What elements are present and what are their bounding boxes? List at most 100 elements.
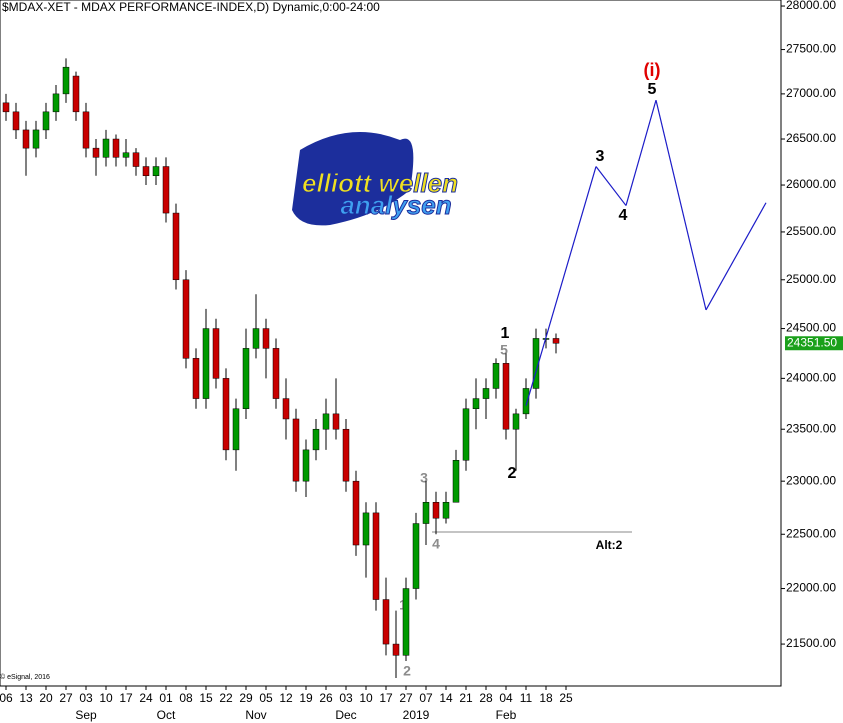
x-tick-label: 05: [259, 691, 273, 705]
candle-body: [112, 138, 120, 158]
x-tick-label: 11: [520, 691, 533, 705]
wave-label: 5: [500, 342, 508, 358]
x-tick-label: 01: [159, 691, 173, 705]
candle-body: [412, 523, 420, 589]
x-tick-label: 19: [299, 691, 313, 705]
logo-text: analysen: [340, 190, 451, 220]
x-tick-label: 08: [179, 691, 193, 705]
x-tick-label: 27: [59, 691, 73, 705]
x-tick-label: 27: [399, 691, 413, 705]
candle-body: [132, 152, 140, 167]
candle-body: [362, 512, 370, 546]
candle-body: [502, 363, 510, 430]
x-tick-label: 26: [319, 691, 333, 705]
candle-body: [252, 328, 260, 349]
candle-body: [522, 388, 530, 415]
candle-body: [442, 502, 450, 519]
candle-body: [222, 378, 230, 451]
last-value-box: [785, 336, 843, 351]
candle-body: [462, 408, 470, 461]
candle-body: [32, 129, 40, 149]
candle-body: [422, 502, 430, 524]
projection-segment: [705, 202, 767, 311]
month-label: Feb: [496, 708, 517, 722]
candle-body: [162, 166, 170, 214]
wave-label: (i): [644, 60, 661, 80]
candle-body: [432, 502, 440, 519]
candle-body: [372, 512, 380, 600]
x-tick-label: 13: [19, 691, 33, 705]
copyright: © eSignal, 2016: [0, 673, 50, 681]
candle-body: [22, 129, 30, 149]
month-label: Nov: [245, 708, 266, 722]
x-tick-label: 03: [339, 691, 353, 705]
x-tick-label: 25: [559, 691, 573, 705]
candle-body: [392, 643, 400, 656]
y-tick-label: 28000.00: [786, 0, 836, 12]
x-tick-label: 10: [359, 691, 373, 705]
candle-body: [472, 398, 480, 410]
y-tick-label: 27000.00: [786, 86, 836, 100]
x-tick-label: 12: [279, 691, 293, 705]
candle-body: [142, 166, 150, 177]
x-tick-label: 03: [79, 691, 93, 705]
candle-body: [332, 413, 340, 430]
candle-body: [2, 102, 10, 113]
x-tick-label: 07: [419, 691, 433, 705]
y-tick-label: 23500.00: [786, 421, 836, 435]
candle-body: [82, 111, 90, 149]
candle-body: [342, 428, 350, 482]
wave-label: 2: [508, 465, 517, 482]
candle-body: [492, 363, 500, 389]
y-tick-label: 25500.00: [786, 224, 836, 238]
x-tick-label: 29: [239, 691, 253, 705]
candle-body: [182, 279, 190, 359]
candle-body: [42, 111, 50, 131]
y-tick-label: 22000.00: [786, 581, 836, 595]
candle-body: [192, 358, 200, 399]
projection-segment: [655, 100, 707, 311]
y-tick-label: 27500.00: [786, 42, 836, 56]
candle-body: [402, 588, 410, 656]
projection-segment: [625, 99, 657, 206]
y-tick-label: 25000.00: [786, 272, 836, 286]
x-tick-label: 14: [439, 691, 453, 705]
candle-body: [352, 480, 360, 546]
y-tick-label: 24500.00: [786, 321, 836, 335]
candle-body: [552, 338, 560, 344]
x-tick-label: 17: [379, 691, 393, 705]
candle-body: [72, 75, 80, 113]
candle-body: [152, 166, 160, 177]
x-tick-label: 20: [39, 691, 53, 705]
x-tick-label: 06: [0, 691, 13, 705]
candle-body: [202, 328, 210, 399]
x-tick-label: 04: [499, 691, 513, 705]
wave-label: 2: [403, 663, 411, 679]
candle-body: [532, 338, 540, 389]
chart-title: $MDAX-XET - MDAX PERFORMANCE-INDEX,D) Dy…: [2, 0, 380, 14]
candle-body: [382, 599, 390, 645]
month-label: 2019: [403, 708, 430, 722]
wave-label: Alt:2: [596, 538, 623, 552]
logo-flag: [292, 132, 414, 226]
candle-body: [322, 413, 330, 430]
wave-label: 4: [432, 536, 440, 552]
wave-label: 3: [596, 148, 605, 165]
x-tick-label: 10: [99, 691, 113, 705]
wave-label: 3: [420, 470, 428, 486]
candle-body: [262, 328, 270, 349]
candle-body: [232, 408, 240, 451]
wave-label: 1: [501, 325, 510, 342]
candle-body: [212, 328, 220, 379]
x-tick-label: 28: [479, 691, 493, 705]
projection-segment: [525, 166, 597, 406]
candle-body: [122, 152, 130, 158]
candle-body: [272, 348, 280, 399]
x-tick-label: 15: [199, 691, 213, 705]
candle-body: [52, 93, 60, 113]
logo: elliott wellen analysen: [292, 132, 459, 226]
month-label: Dec: [335, 708, 356, 722]
x-tick-label: 17: [119, 691, 133, 705]
wave-label: 4: [619, 207, 628, 224]
